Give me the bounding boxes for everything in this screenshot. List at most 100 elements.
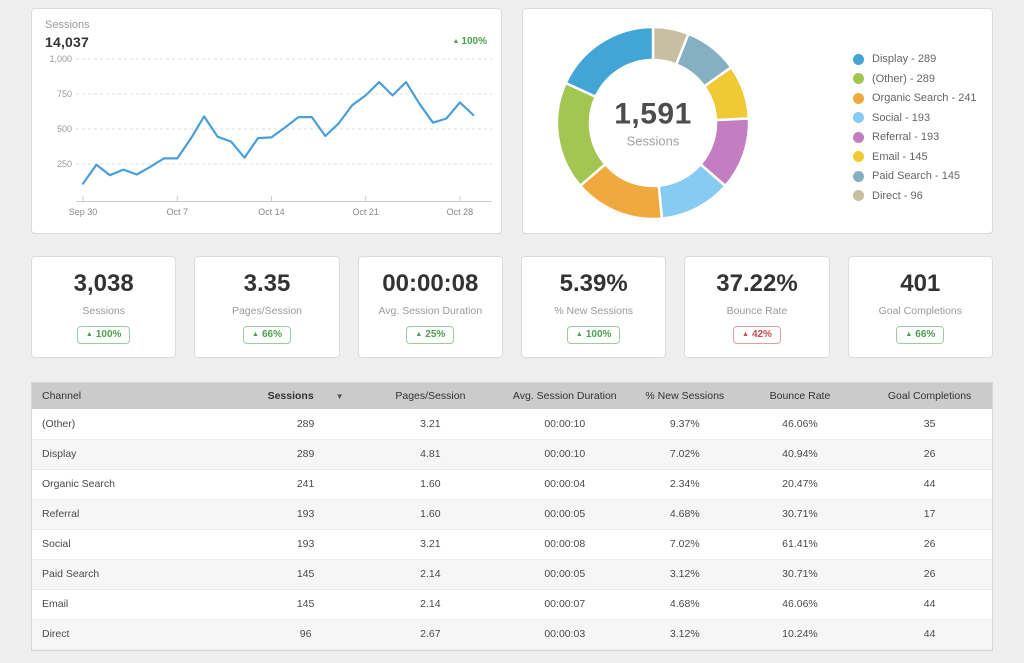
- table-row-paid-search: Paid Search 145 2.14 00:00:05 3.12% 30.71% 26: [32, 559, 992, 590]
- svg-text:750: 750: [57, 89, 72, 99]
- sessions-timeseries-card: Sessions 14,037 ▲ 100% 250 500 750 1,000 Sep …: [31, 8, 502, 234]
- metric-cell: 00:00:04: [492, 469, 637, 500]
- legend-dot-icon: [853, 53, 864, 65]
- metric-cell: 30.71%: [732, 499, 868, 530]
- kpi-label: % New Sessions: [554, 305, 634, 317]
- metric-cell: 20.47%: [732, 469, 868, 500]
- metric-cell: 4.68%: [636, 499, 733, 530]
- legend-item-referral[interactable]: Referral - 193: [853, 131, 977, 143]
- table-row-display: Display 289 4.81 00:00:10 7.02% 40.94% 26: [32, 439, 992, 470]
- kpi-value: 401: [900, 270, 941, 297]
- kpi-label: Bounce Rate: [726, 305, 788, 317]
- svg-text:1,000: 1,000: [49, 54, 72, 64]
- metric-cell: 40.94%: [732, 439, 868, 470]
- metric-cell: 96: [243, 619, 368, 650]
- metric-cell: 00:00:05: [492, 559, 637, 590]
- metric-cell: 1.60: [367, 469, 493, 500]
- metric-cell: 193: [243, 499, 368, 530]
- svg-text:Oct 14: Oct 14: [258, 207, 285, 217]
- table-row-email: Email 145 2.14 00:00:07 4.68% 46.06% 44: [32, 589, 992, 620]
- table-row-social: Social 193 3.21 00:00:08 7.02% 61.41% 26: [32, 529, 992, 560]
- sort-descending-icon: ▼: [335, 392, 344, 401]
- metric-cell: 7.02%: [636, 439, 733, 470]
- channel-name-cell: Display: [32, 439, 244, 470]
- legend-item-organic-search[interactable]: Organic Search - 241: [853, 92, 977, 104]
- table-row-referral: Referral 193 1.60 00:00:05 4.68% 30.71% 17: [32, 499, 992, 530]
- metric-cell: 3.21: [367, 409, 493, 440]
- metric-cell: 00:00:05: [492, 499, 637, 530]
- kpi-label: Pages/Session: [231, 305, 303, 317]
- channels-table: Channel Sessions ▼ Pages/Session Avg. Sessio…: [32, 383, 992, 650]
- kpi-label: Avg. Session Duration: [378, 305, 483, 317]
- donut-slice--other-: [555, 81, 607, 187]
- legend-item-label: Email - 145: [872, 150, 928, 163]
- column-header-bounce-rate[interactable]: Bounce Rate: [732, 383, 868, 409]
- metric-cell: 3.12%: [636, 619, 733, 650]
- svg-text:Oct 21: Oct 21: [352, 207, 379, 217]
- metric-cell: 00:00:08: [492, 529, 637, 560]
- metric-cell: 44: [867, 469, 992, 500]
- metric-cell: 30.71%: [732, 559, 868, 590]
- up-arrow-icon: ▲: [452, 38, 460, 45]
- legend-dot-icon: [853, 151, 864, 162]
- legend-item--other-[interactable]: (Other) - 289: [853, 73, 977, 85]
- metric-cell: 2.14: [367, 559, 493, 590]
- svg-text:Oct 28: Oct 28: [447, 207, 474, 217]
- metric-cell: 3.21: [367, 529, 493, 560]
- kpi-card-avg-session-duration: 00:00:08 Avg. Session Duration ▲ 25%: [357, 256, 503, 358]
- kpi-delta-badge: ▲ 25%: [406, 326, 455, 344]
- legend-item-display[interactable]: Display - 289: [853, 53, 977, 65]
- up-arrow-icon: ▲: [252, 331, 259, 338]
- metric-cell: 289: [243, 409, 368, 440]
- column-header-new-sessions[interactable]: % New Sessions: [636, 383, 733, 409]
- channel-name-cell: Email: [32, 589, 244, 620]
- legend-dot-icon: [853, 112, 864, 123]
- column-header-sessions[interactable]: Sessions ▼: [243, 383, 368, 409]
- legend-dot-icon: [853, 170, 864, 182]
- metric-cell: 00:00:10: [492, 409, 637, 440]
- metric-cell: 9.37%: [636, 409, 733, 440]
- kpi-delta-badge: ▲ 100%: [566, 326, 621, 344]
- donut-legend: Display - 289 (Other) - 289 Organic Search…: [853, 53, 977, 209]
- legend-item-label: Organic Search - 241: [872, 92, 977, 104]
- metric-cell: 00:00:10: [492, 439, 637, 470]
- up-arrow-icon: ▲: [742, 331, 749, 338]
- metric-cell: 61.41%: [732, 529, 868, 560]
- metric-cell: 00:00:03: [492, 619, 637, 650]
- kpi-delta-badge: ▲ 42%: [733, 326, 781, 344]
- legend-item-paid-search[interactable]: Paid Search - 145: [853, 170, 977, 182]
- legend-item-email[interactable]: Email - 145: [853, 151, 977, 163]
- channel-name-cell: Organic Search: [32, 469, 244, 500]
- legend-item-label: (Other) - 289: [872, 72, 935, 85]
- column-header-goal-completions[interactable]: Goal Completions: [867, 383, 992, 409]
- metric-cell: 241: [243, 469, 368, 500]
- kpi-value: 00:00:08: [382, 270, 479, 297]
- column-header-avg-session-duration[interactable]: Avg. Session Duration: [492, 383, 637, 409]
- column-header-pages-session[interactable]: Pages/Session: [367, 383, 493, 409]
- metric-cell: 17: [867, 499, 992, 530]
- table-row-other: (Other) 289 3.21 00:00:10 9.37% 46.06% 35: [32, 409, 992, 440]
- sessions-card-header: Sessions 14,037: [45, 19, 90, 50]
- kpi-delta-badge: ▲ 100%: [76, 326, 131, 344]
- kpi-card-bounce-rate: 37.22% Bounce Rate ▲ 42%: [684, 256, 830, 358]
- legend-dot-icon: [853, 92, 864, 104]
- metric-cell: 46.06%: [732, 409, 868, 440]
- legend-item-label: Direct - 96: [872, 189, 923, 202]
- column-header-channel[interactable]: Channel: [32, 383, 244, 409]
- legend-item-direct[interactable]: Direct - 96: [853, 190, 977, 202]
- kpi-card-goal-completions: 401 Goal Completions ▲ 66%: [847, 256, 993, 358]
- channel-name-cell: Direct: [32, 619, 244, 650]
- kpi-value: 5.39%: [559, 270, 628, 297]
- svg-text:250: 250: [57, 159, 72, 169]
- metric-cell: 46.06%: [732, 589, 868, 620]
- channels-donut-card: 1,591 Sessions Display - 289 (Other) - 28…: [522, 8, 993, 234]
- kpi-delta-badge: ▲ 66%: [896, 326, 945, 344]
- metric-cell: 2.67: [367, 619, 493, 650]
- metric-cell: 00:00:07: [492, 589, 637, 620]
- sessions-delta-badge: ▲ 100%: [452, 36, 487, 47]
- legend-item-label: Social - 193: [872, 111, 931, 124]
- up-arrow-icon: ▲: [85, 331, 93, 338]
- legend-dot-icon: [853, 73, 864, 84]
- legend-item-social[interactable]: Social - 193: [853, 112, 977, 124]
- kpi-value: 3,038: [73, 270, 134, 297]
